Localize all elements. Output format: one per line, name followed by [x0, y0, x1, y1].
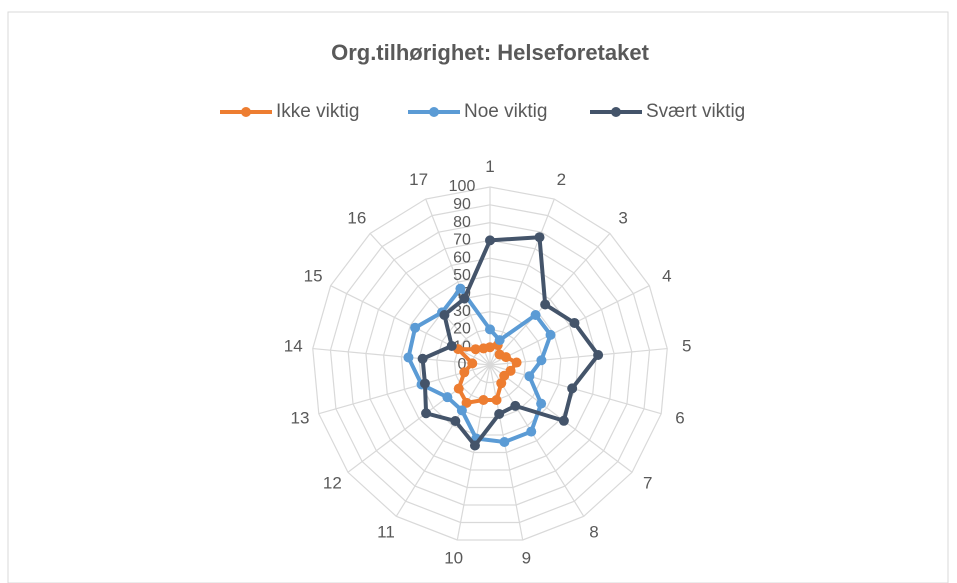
- data-point: [419, 378, 430, 389]
- data-point: [496, 378, 507, 389]
- spoke: [312, 347, 491, 366]
- data-point: [439, 310, 450, 321]
- chart-title: Org.tilhørighet: Helseforetaket: [331, 40, 650, 65]
- spoke: [347, 364, 491, 473]
- data-point: [478, 343, 489, 354]
- data-point: [530, 310, 541, 321]
- data-point: [534, 232, 545, 243]
- r-tick-label: 30: [453, 303, 471, 320]
- r-tick-label: 20: [453, 321, 471, 338]
- spoke: [456, 364, 491, 541]
- data-point: [417, 353, 428, 364]
- axis-label: 11: [377, 522, 395, 541]
- data-point: [540, 299, 551, 310]
- data-point: [467, 358, 478, 369]
- r-tick-label: 0: [458, 356, 467, 373]
- data-point: [478, 394, 489, 405]
- axis-label: 17: [409, 170, 428, 189]
- data-point: [469, 440, 480, 451]
- axis-label: 1: [485, 157, 494, 176]
- data-point: [446, 340, 457, 351]
- data-point: [536, 398, 547, 409]
- data-point: [403, 352, 414, 363]
- grid-ring: [400, 275, 580, 454]
- grid-ring: [383, 257, 597, 471]
- data-point: [511, 357, 522, 368]
- legend-label: Svært viktig: [646, 101, 745, 122]
- data-point: [510, 400, 521, 411]
- data-point: [499, 436, 510, 447]
- series-line: [420, 235, 601, 449]
- data-point: [442, 392, 453, 403]
- data-point: [461, 397, 472, 408]
- r-tick-label: 50: [453, 267, 471, 284]
- axis-label: 9: [522, 549, 531, 568]
- spoke: [369, 233, 491, 366]
- data-point: [593, 349, 604, 360]
- grid-ring: [418, 293, 562, 436]
- legend-marker: [241, 107, 251, 117]
- data-point: [455, 283, 466, 294]
- data-point: [453, 383, 464, 394]
- axis-label: 12: [323, 474, 342, 493]
- r-tick-label: 90: [453, 196, 471, 213]
- axis-label: 14: [284, 336, 303, 355]
- axis-label: 7: [643, 474, 652, 493]
- data-point: [536, 355, 547, 366]
- data-point: [558, 415, 569, 426]
- grid-ring: [365, 239, 615, 489]
- spoke: [489, 233, 611, 366]
- axis-label: 2: [557, 170, 566, 189]
- axis-label: 8: [589, 522, 598, 541]
- data-point: [459, 367, 470, 378]
- grid-ring: [312, 186, 668, 541]
- data-point: [421, 408, 432, 419]
- data-point: [450, 415, 461, 426]
- data-point: [456, 405, 467, 416]
- spoke: [489, 364, 524, 541]
- data-point: [500, 352, 511, 363]
- r-tick-label: 100: [449, 178, 476, 195]
- r-tick-label: 80: [453, 214, 471, 231]
- axis-label: 15: [304, 266, 323, 285]
- data-point: [459, 293, 470, 304]
- data-point: [485, 235, 495, 246]
- data-point: [524, 371, 535, 382]
- axis-label: 10: [444, 549, 463, 568]
- data-point: [485, 324, 495, 335]
- legend-marker: [611, 107, 621, 117]
- grid-ring: [436, 310, 544, 419]
- data-point: [567, 383, 578, 394]
- axis-label: 5: [682, 336, 691, 355]
- legend-label: Noe viktig: [464, 101, 547, 122]
- spoke: [489, 364, 585, 517]
- grid-ring: [329, 204, 651, 524]
- axis-label: 4: [662, 266, 671, 285]
- data-point: [491, 394, 502, 405]
- chart-frame: [7, 11, 949, 583]
- data-point: [526, 426, 537, 437]
- axis-label: 13: [291, 409, 310, 428]
- spoke: [395, 364, 491, 517]
- data-point: [410, 322, 421, 333]
- spoke: [425, 198, 491, 366]
- r-tick-label: 60: [453, 249, 471, 266]
- axis-label: 3: [618, 208, 627, 227]
- r-tick-label: 70: [453, 232, 471, 249]
- data-point: [494, 408, 505, 419]
- legend-marker: [429, 107, 439, 117]
- data-point: [545, 329, 556, 340]
- axis-label: 6: [675, 409, 684, 428]
- grid-ring: [347, 221, 633, 506]
- data-point: [494, 335, 505, 346]
- legend-label: Ikke viktig: [276, 101, 359, 122]
- spoke: [489, 285, 650, 366]
- data-point: [569, 317, 580, 328]
- axis-label: 16: [347, 208, 366, 227]
- data-point: [470, 344, 481, 355]
